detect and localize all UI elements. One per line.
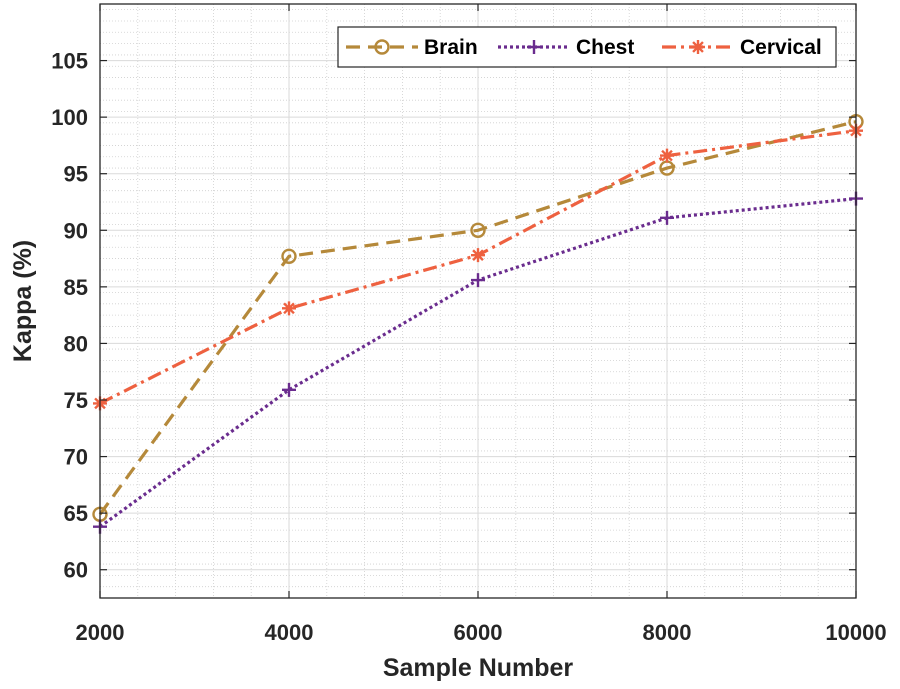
y-tick-label: 70 bbox=[64, 445, 88, 470]
y-tick-labels: 60 65 70 75 80 85 90 95 100 105 bbox=[51, 49, 88, 583]
data-point-cervical bbox=[282, 301, 296, 316]
x-tick-labels: 2000 4000 6000 8000 10000 bbox=[76, 620, 887, 645]
x-tick-label: 2000 bbox=[76, 620, 125, 645]
legend[interactable]: Brain Chest Cervical bbox=[337, 26, 837, 68]
x-tick-label: 4000 bbox=[265, 620, 314, 645]
legend-label-cervical: Cervical bbox=[740, 36, 822, 59]
y-tick-label: 65 bbox=[64, 501, 88, 526]
y-tick-label: 80 bbox=[64, 331, 88, 356]
data-point-cervical bbox=[660, 148, 674, 163]
ticks-layer bbox=[99, 4, 857, 598]
data-point-chest bbox=[660, 210, 674, 225]
y-tick-label: 90 bbox=[64, 218, 88, 243]
legend-label-brain: Brain bbox=[424, 36, 478, 59]
data-point-chest bbox=[471, 273, 485, 288]
legend-label-chest: Chest bbox=[576, 36, 634, 59]
data-point-cervical bbox=[471, 248, 485, 263]
data-point-brain bbox=[281, 248, 297, 265]
legend-marker-brain bbox=[374, 39, 390, 55]
series-layer bbox=[92, 113, 864, 534]
y-tick-label: 100 bbox=[51, 105, 88, 130]
x-tick-label: 10000 bbox=[825, 620, 886, 645]
x-tick-label: 8000 bbox=[643, 620, 692, 645]
y-tick-label: 85 bbox=[64, 275, 88, 300]
legend-marker-cervical bbox=[691, 40, 705, 54]
y-tick-label: 105 bbox=[51, 49, 88, 74]
legend-box bbox=[337, 26, 837, 68]
y-tick-label: 75 bbox=[64, 388, 88, 413]
data-point-chest bbox=[282, 382, 296, 397]
legend-marker-chest bbox=[527, 40, 541, 54]
x-axis-title: Sample Number bbox=[383, 654, 574, 682]
x-tick-label: 6000 bbox=[454, 620, 503, 645]
y-tick-label: 95 bbox=[64, 162, 88, 187]
y-axis-title: Kappa (%) bbox=[9, 240, 37, 362]
data-point-brain bbox=[470, 222, 486, 238]
series-line-brain bbox=[98, 120, 857, 516]
y-tick-label: 60 bbox=[64, 558, 88, 583]
major-grid bbox=[99, 4, 857, 598]
